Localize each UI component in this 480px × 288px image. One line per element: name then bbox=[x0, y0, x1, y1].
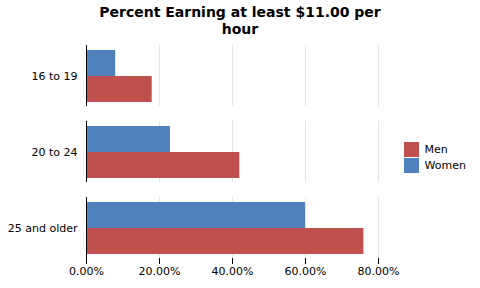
svg-text:25 and older: 25 and older bbox=[8, 222, 78, 235]
svg-text:80.00%: 80.00% bbox=[358, 265, 400, 278]
html-text:Women: Women bbox=[424, 159, 466, 173]
svg-text:0.00%: 0.00% bbox=[69, 265, 104, 278]
svg-text:40.00%: 40.00% bbox=[212, 265, 254, 278]
svg-text:60.00%: 60.00% bbox=[285, 265, 327, 278]
html-text:Men: Men bbox=[424, 143, 448, 157]
html-text:Percent Earning at least $11.0: Percent Earning at least $11.00 per hour bbox=[99, 4, 381, 37]
svg-text:20 to 24: 20 to 24 bbox=[31, 146, 77, 159]
svg-text:16 to 19: 16 to 19 bbox=[31, 70, 77, 83]
svg-text:20.00%: 20.00% bbox=[139, 265, 181, 278]
